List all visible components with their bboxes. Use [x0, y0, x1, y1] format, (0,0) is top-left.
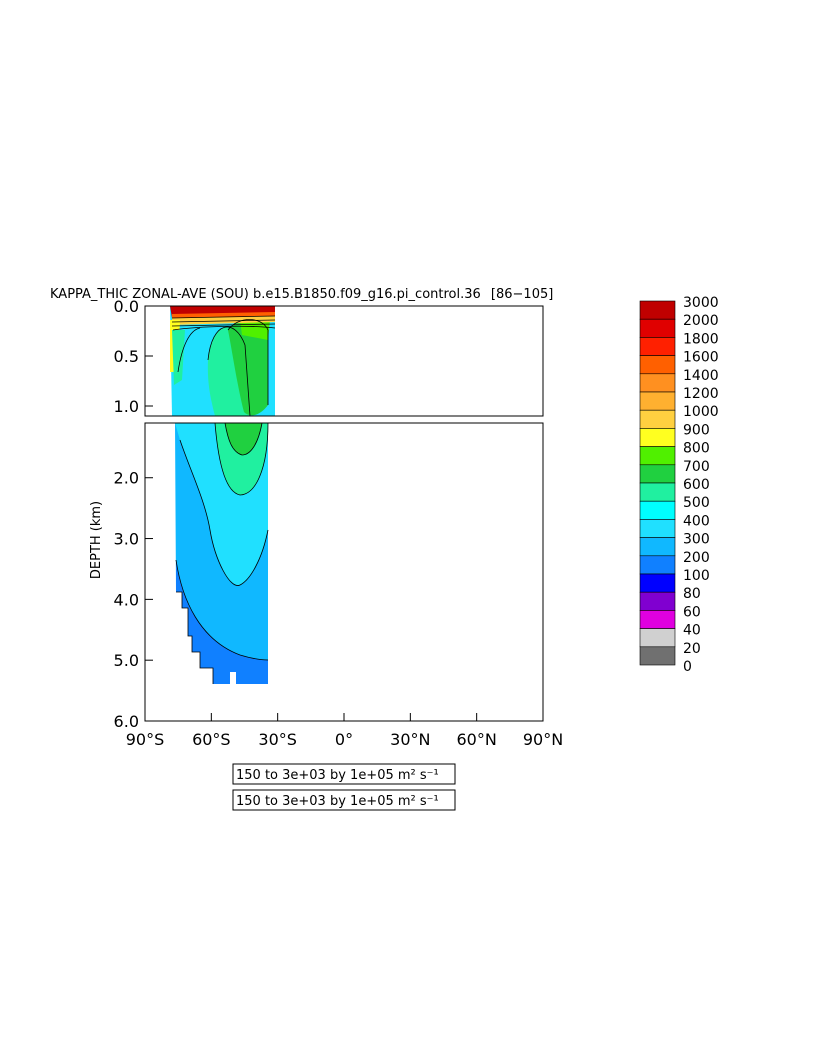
y-tick-label-upper-0: 0.0 [114, 297, 139, 316]
field-right-mask-upper [275, 306, 543, 416]
y-axis-label: DEPTH (km) [89, 501, 104, 579]
colorbar-label-9: 700 [683, 459, 710, 475]
contour-info-box-2: 150 to 3e+03 by 1e+05 m² s⁻¹ [232, 789, 456, 811]
colorbar-swatch-1 [639, 318, 676, 338]
field-left-mask-upper [145, 306, 170, 416]
colorbar-label-18: 40 [683, 623, 701, 639]
colorbar-label-17: 60 [683, 604, 701, 620]
x-tick-label-5: 60°N [457, 730, 497, 749]
colorbar-label-13: 300 [683, 532, 710, 548]
upper-panel-field [145, 306, 543, 416]
colorbar-swatch-13 [639, 537, 676, 557]
x-tick-label-6: 90°N [523, 730, 563, 749]
field-500-600-upper [228, 319, 268, 416]
colorbar-swatch-12 [639, 519, 676, 538]
colorbar-label-3: 1600 [683, 350, 719, 366]
field-500-600-lower [225, 423, 262, 455]
colorbar-swatch-17 [639, 610, 676, 629]
colorbar-swatch-10 [639, 482, 676, 502]
colorbar-swatch-0 [639, 300, 676, 320]
y-tick-label-lower-3: 5.0 [114, 651, 139, 670]
colorbar-swatch-16 [639, 591, 676, 611]
y-tick-label-upper-1: 0.5 [114, 347, 139, 366]
x-tick-label-4: 30°N [390, 730, 430, 749]
field-100-200-lower [176, 560, 268, 684]
x-tick-label-3: 0° [335, 730, 353, 749]
y-tick-label-lower-0: 2.0 [114, 469, 139, 488]
chart-title: KAPPA_THIC ZONAL-AVE (SOU) b.e15.B1850.f… [50, 287, 553, 302]
colorbar-label-7: 900 [683, 422, 710, 438]
colorbar-label-1: 2000 [683, 313, 719, 329]
colorbar-swatch-15 [639, 573, 676, 593]
colorbar-label-12: 400 [683, 513, 710, 529]
colorbar-swatch-4 [639, 373, 676, 393]
y-axis-ticks-upper: 0.0 0.5 1.0 [114, 297, 153, 416]
lower-panel-field [175, 423, 269, 684]
y-tick-label-upper-2: 1.0 [114, 397, 139, 416]
colorbar-label-0: 3000 [683, 295, 719, 311]
lower-contour-lines [175, 423, 269, 684]
colorbar-label-6: 1000 [683, 404, 719, 420]
field-coastal-band-2 [172, 330, 185, 385]
colorbar-label-10: 600 [683, 477, 710, 493]
contour-info-box-1: 150 to 3e+03 by 1e+05 m² s⁻¹ [232, 763, 456, 785]
colorbar-label-16: 80 [683, 586, 701, 602]
y-axis-ticks-lower: 2.0 3.0 4.0 5.0 6.0 [114, 469, 153, 731]
upper-contour-lines [171, 315, 276, 416]
colorbar-label-11: 500 [683, 495, 710, 511]
colorbar-swatch-11 [639, 500, 676, 520]
contour-info-text-2: 150 to 3e+03 by 1e+05 m² s⁻¹ [236, 794, 439, 809]
upper-panel-frame [144, 305, 544, 417]
colorbar-swatch-9 [639, 464, 676, 484]
colorbar-swatch-7 [639, 428, 676, 447]
x-tick-label-1: 60°S [192, 730, 231, 749]
colorbar: 3000200018001600140012001000900800700600… [639, 295, 719, 675]
field-600-700-upper [240, 320, 270, 340]
colorbar-label-14: 200 [683, 550, 710, 566]
y-tick-label-lower-4: 6.0 [114, 712, 139, 731]
colorbar-label-19: 20 [683, 641, 701, 657]
colorbar-swatch-2 [639, 337, 676, 356]
colorbar-label-15: 100 [683, 568, 710, 584]
colorbar-label-2: 1800 [683, 331, 719, 347]
x-tick-label-0: 90°S [126, 730, 165, 749]
contour-info-text-1: 150 to 3e+03 by 1e+05 m² s⁻¹ [236, 768, 439, 783]
colorbar-label-20: 0 [683, 659, 692, 675]
colorbar-swatch-5 [639, 391, 676, 411]
field-thin-warm-band [172, 316, 275, 325]
colorbar-label-8: 800 [683, 441, 710, 457]
colorbar-swatch-8 [639, 446, 676, 466]
colorbar-swatch-3 [639, 355, 676, 375]
colorbar-label-5: 1200 [683, 386, 719, 402]
colorbar-label-4: 1400 [683, 368, 719, 384]
y-tick-label-lower-2: 4.0 [114, 590, 139, 609]
x-tick-label-2: 30°S [258, 730, 297, 749]
colorbar-swatch-18 [639, 628, 676, 648]
colorbar-swatch-6 [639, 409, 676, 429]
y-tick-label-lower-1: 3.0 [114, 530, 139, 549]
x-axis-ticks: 90°S 60°S 30°S 0° 30°N 60°N 90°N [126, 713, 563, 749]
colorbar-swatch-19 [639, 646, 676, 666]
colorbar-swatch-14 [639, 555, 676, 575]
